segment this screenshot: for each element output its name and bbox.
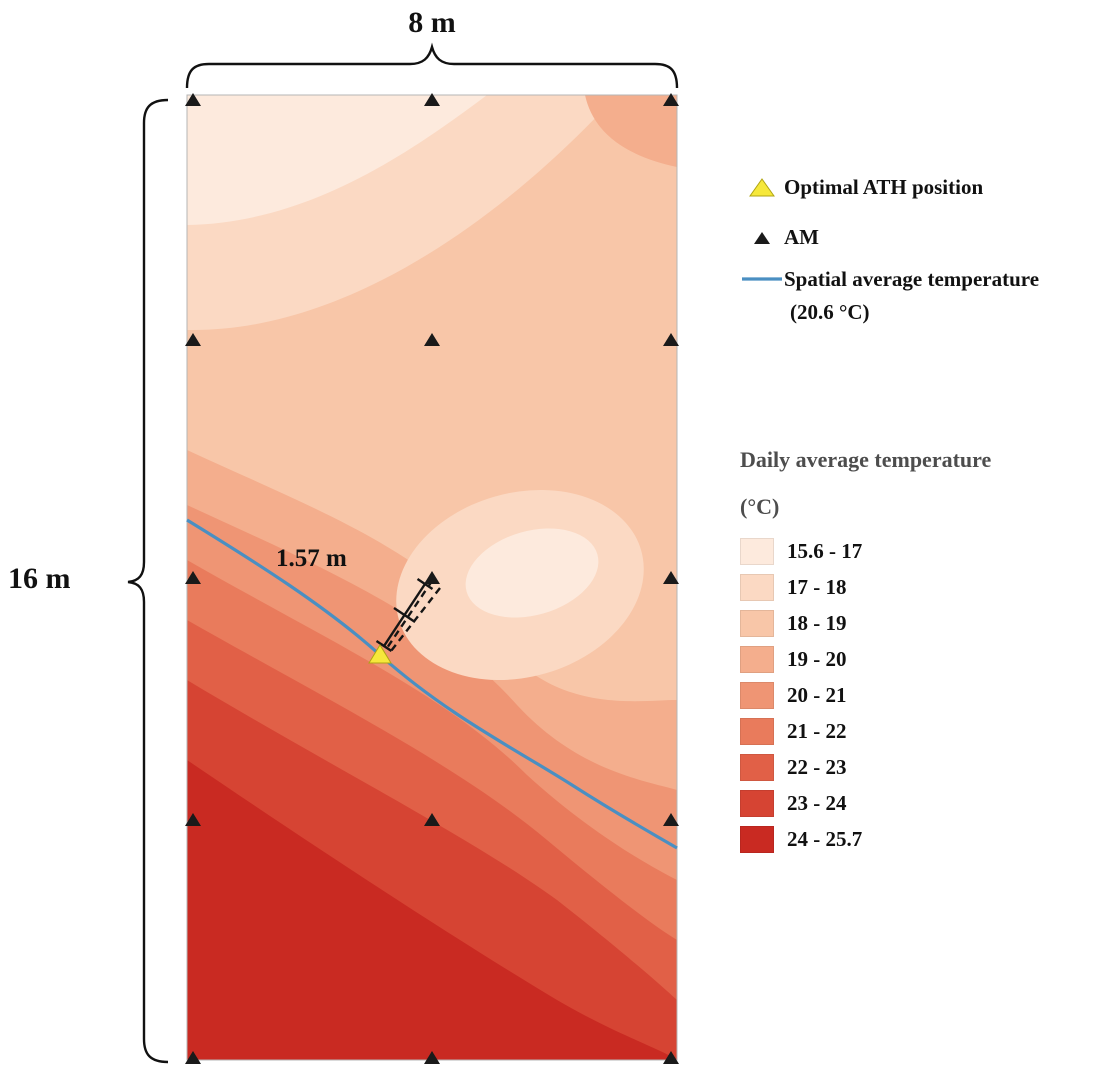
legend-item-am: AM: [740, 220, 1090, 254]
bin-swatch: [740, 682, 774, 709]
bin-swatch: [740, 574, 774, 601]
optimal-ath-label: Optimal ATH position: [784, 174, 984, 199]
dimension-mid-tick: [393, 607, 416, 623]
bin-label: 20 - 21: [787, 683, 847, 707]
height-dimension-label: 16 m: [8, 562, 71, 595]
bin-label: 24 - 25.7: [787, 827, 863, 851]
bin-swatch: [740, 646, 774, 673]
optimal-ath-triangle-icon: [740, 176, 784, 198]
brace-path: [127, 98, 169, 1064]
am-marker: [424, 1051, 440, 1064]
am-marker: [185, 571, 201, 584]
dimension-cap-bottom: [375, 640, 393, 652]
ath-distance-annotation: [375, 578, 441, 652]
band-19-20-corner: [585, 95, 677, 167]
bin-label: 23 - 24: [787, 791, 847, 815]
colorbar-bin: 15.6 - 17: [740, 538, 1090, 565]
width-dimension-label: 8 m: [408, 6, 456, 39]
brace-path: [185, 42, 679, 89]
bin-label: 18 - 19: [787, 611, 847, 635]
spatial-average-contour-line: [186, 518, 678, 850]
colorbar-bin: 17 - 18: [740, 574, 1090, 601]
symbol-legend: Optimal ATH position AM Spatial average …: [740, 170, 1090, 325]
bin-label: 22 - 23: [787, 755, 847, 779]
dashed-guide-2: [390, 587, 441, 652]
dashed-guide-1: [386, 580, 433, 649]
am-marker: [185, 1051, 201, 1064]
am-marker: [663, 333, 679, 346]
bin-swatch: [740, 538, 774, 565]
legend-item-spatial-average: Spatial average temperature: [740, 262, 1090, 296]
bin-swatch: [740, 826, 774, 853]
am-marker: [424, 813, 440, 826]
spatial-average-label: Spatial average temperature: [784, 266, 1040, 291]
colorbar-title: Daily average temperature: [740, 447, 992, 472]
colorbar-bin: 24 - 25.7: [740, 826, 1090, 853]
bin-swatch: [740, 754, 774, 781]
bin-label: 19 - 20: [787, 647, 847, 671]
colorbar-unit: (°C): [740, 494, 780, 519]
bin-label: 21 - 22: [787, 719, 847, 743]
colorbar-bin: 23 - 24: [740, 790, 1090, 817]
am-marker: [424, 571, 440, 584]
ath-distance-label: 1.57 m: [276, 545, 347, 572]
contour-bands: [187, 95, 677, 1060]
am-marker: [663, 813, 679, 826]
am-triangle-icon: [740, 226, 784, 248]
colorbar-bin: 20 - 21: [740, 682, 1090, 709]
colorbar-bin: 19 - 20: [740, 646, 1090, 673]
am-markers: [185, 93, 679, 1064]
colorbar-legend: Daily average temperature (°C) 15.6 - 17…: [740, 446, 1090, 862]
am-marker: [663, 93, 679, 106]
band-15.6-17: [187, 95, 487, 225]
width-brace: [185, 42, 679, 89]
height-brace: [127, 98, 169, 1064]
am-marker: [185, 813, 201, 826]
legend-item-optimal-ath: Optimal ATH position: [740, 170, 1090, 204]
am-marker: [185, 93, 201, 106]
bin-swatch: [740, 610, 774, 637]
am-marker: [663, 571, 679, 584]
am-marker: [185, 333, 201, 346]
bin-label: 17 - 18: [787, 575, 847, 599]
colorbar-bin: 18 - 19: [740, 610, 1090, 637]
bin-label: 15.6 - 17: [787, 539, 863, 563]
colorbar-bin: 21 - 22: [740, 718, 1090, 745]
am-marker: [424, 333, 440, 346]
colorbar-rows: 15.6 - 17 17 - 18 18 - 19 19 - 20 20 - 2…: [740, 538, 1090, 853]
contour-line-icon: [740, 268, 784, 290]
bin-swatch: [740, 790, 774, 817]
colorbar-bin: 22 - 23: [740, 754, 1090, 781]
spatial-average-value: (20.6 °C): [790, 300, 870, 324]
am-marker: [424, 93, 440, 106]
bin-swatch: [740, 718, 774, 745]
band-24-25.7: [187, 760, 677, 1060]
contour-plot: [185, 93, 679, 1064]
warm-island-core: [465, 528, 599, 618]
am-marker: [663, 1051, 679, 1064]
optimal-ath-marker: [368, 644, 392, 664]
am-label: AM: [784, 224, 819, 249]
